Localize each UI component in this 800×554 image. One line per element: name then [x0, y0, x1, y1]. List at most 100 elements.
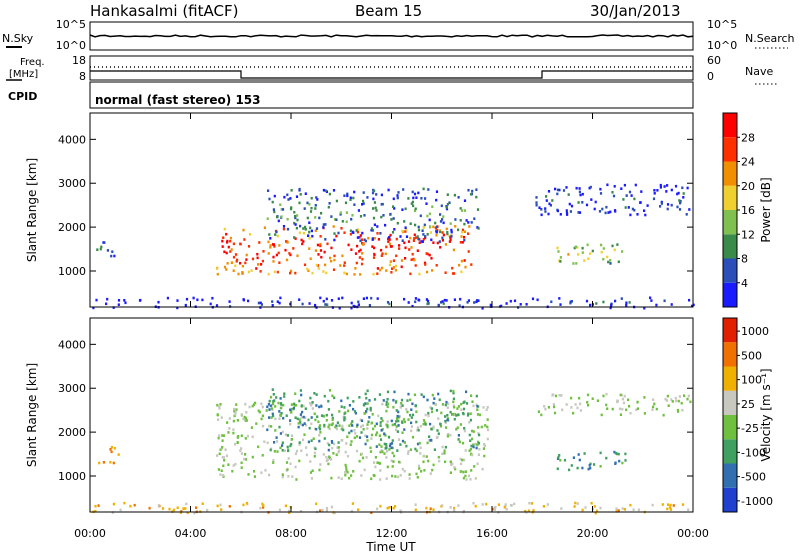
scatter-cell	[659, 205, 662, 208]
scatter-cell	[483, 443, 486, 446]
scatter-cell	[290, 403, 293, 406]
scatter-cell	[240, 466, 243, 469]
scatter-cell	[300, 416, 303, 419]
scatter-cell	[266, 441, 269, 445]
scatter-cell	[625, 304, 628, 307]
scatter-cell	[401, 239, 404, 242]
scatter-cell	[277, 401, 280, 405]
scatter-cell	[352, 407, 355, 411]
scatter-cell	[395, 420, 398, 423]
scatter-cell	[469, 447, 472, 451]
scatter-cell	[322, 453, 325, 456]
scatter-cell	[388, 302, 391, 306]
scatter-cell	[583, 452, 586, 455]
scatter-cell	[325, 506, 329, 510]
scatter-cell	[439, 424, 443, 428]
scatter-cell	[361, 238, 364, 241]
scatter-cell	[323, 437, 326, 440]
scatter-cell	[266, 217, 269, 220]
scatter-cell	[343, 416, 346, 419]
scatter-cell	[500, 304, 503, 308]
scatter-cell	[273, 245, 276, 248]
scatter-cell	[542, 505, 545, 508]
scatter-cell	[324, 238, 327, 241]
scatter-cell	[460, 259, 463, 263]
scatter-cell	[424, 423, 427, 426]
scatter-cell	[544, 210, 547, 213]
colorbar-tick-label: 28	[741, 131, 755, 144]
scatter-cell	[397, 419, 400, 423]
scatter-cell	[381, 402, 384, 406]
scatter-cell	[327, 408, 330, 411]
scatter-cell	[366, 423, 369, 426]
scatter-cell	[666, 203, 670, 206]
scatter-cell	[578, 187, 581, 190]
scatter-cell	[343, 194, 346, 197]
scatter-cell	[572, 456, 575, 459]
scatter-cell	[378, 443, 381, 446]
scatter-cell	[319, 296, 322, 300]
scatter-cell	[531, 297, 535, 301]
scatter-cell	[358, 236, 361, 239]
scatter-cell	[470, 469, 473, 472]
scatter-cell	[223, 459, 226, 462]
scatter-cell	[575, 262, 578, 265]
scatter-cell	[393, 423, 396, 426]
scatter-cell	[410, 416, 413, 419]
scatter-cell	[351, 424, 354, 427]
scatter-cell	[609, 306, 612, 310]
scatter-cell	[373, 189, 376, 193]
scatter-cell	[426, 302, 429, 306]
scatter-cell	[112, 306, 115, 309]
scatter-cell	[375, 445, 378, 448]
scatter-cell	[389, 260, 392, 263]
scatter-cell	[338, 424, 341, 427]
scatter-cell	[586, 393, 590, 397]
scatter-cell	[624, 452, 627, 456]
scatter-cell	[218, 407, 221, 410]
scatter-cell	[326, 303, 329, 306]
scatter-cell	[462, 476, 465, 480]
scatter-cell	[388, 448, 391, 451]
scatter-cell	[437, 417, 440, 420]
scatter-cell	[653, 189, 656, 192]
scatter-cell	[587, 467, 590, 471]
scatter-cell	[586, 401, 589, 404]
scatter-cell	[225, 268, 228, 271]
scatter-cell	[230, 248, 233, 251]
scatter-cell	[266, 428, 269, 432]
scatter-cell	[476, 299, 479, 302]
scatter-cell	[295, 478, 298, 481]
scatter-cell	[683, 394, 686, 397]
colorbar-tick-label: -25	[741, 422, 759, 435]
scatter-cell	[476, 443, 479, 447]
scatter-cell	[605, 403, 608, 407]
scatter-cell	[282, 416, 285, 420]
scatter-cell	[666, 207, 669, 211]
scatter-cell	[486, 428, 490, 432]
scatter-cell	[458, 304, 461, 307]
scatter-cell	[437, 455, 440, 459]
y-tick-label: 2000	[58, 426, 86, 439]
scatter-cell	[362, 403, 365, 406]
scatter-cell	[609, 262, 612, 265]
scatter-cell	[353, 190, 356, 194]
x-axis-label: Time UT	[365, 540, 416, 554]
scatter-cell	[286, 227, 290, 231]
scatter-cell	[434, 403, 437, 406]
scatter-cell	[632, 508, 635, 511]
scatter-cell	[462, 470, 465, 474]
scatter-cell	[355, 261, 358, 265]
scatter-cell	[264, 469, 267, 472]
scatter-cell	[438, 398, 441, 402]
scatter-cell	[401, 431, 404, 434]
scatter-cell	[475, 188, 478, 191]
scatter-cell	[652, 405, 655, 409]
scatter-cell	[239, 449, 242, 452]
scatter-cell	[429, 472, 432, 475]
scatter-cell	[624, 206, 627, 209]
scatter-cell	[666, 507, 669, 511]
scatter-cell	[270, 425, 273, 428]
scatter-cell	[245, 419, 248, 422]
scatter-cell	[482, 406, 485, 409]
